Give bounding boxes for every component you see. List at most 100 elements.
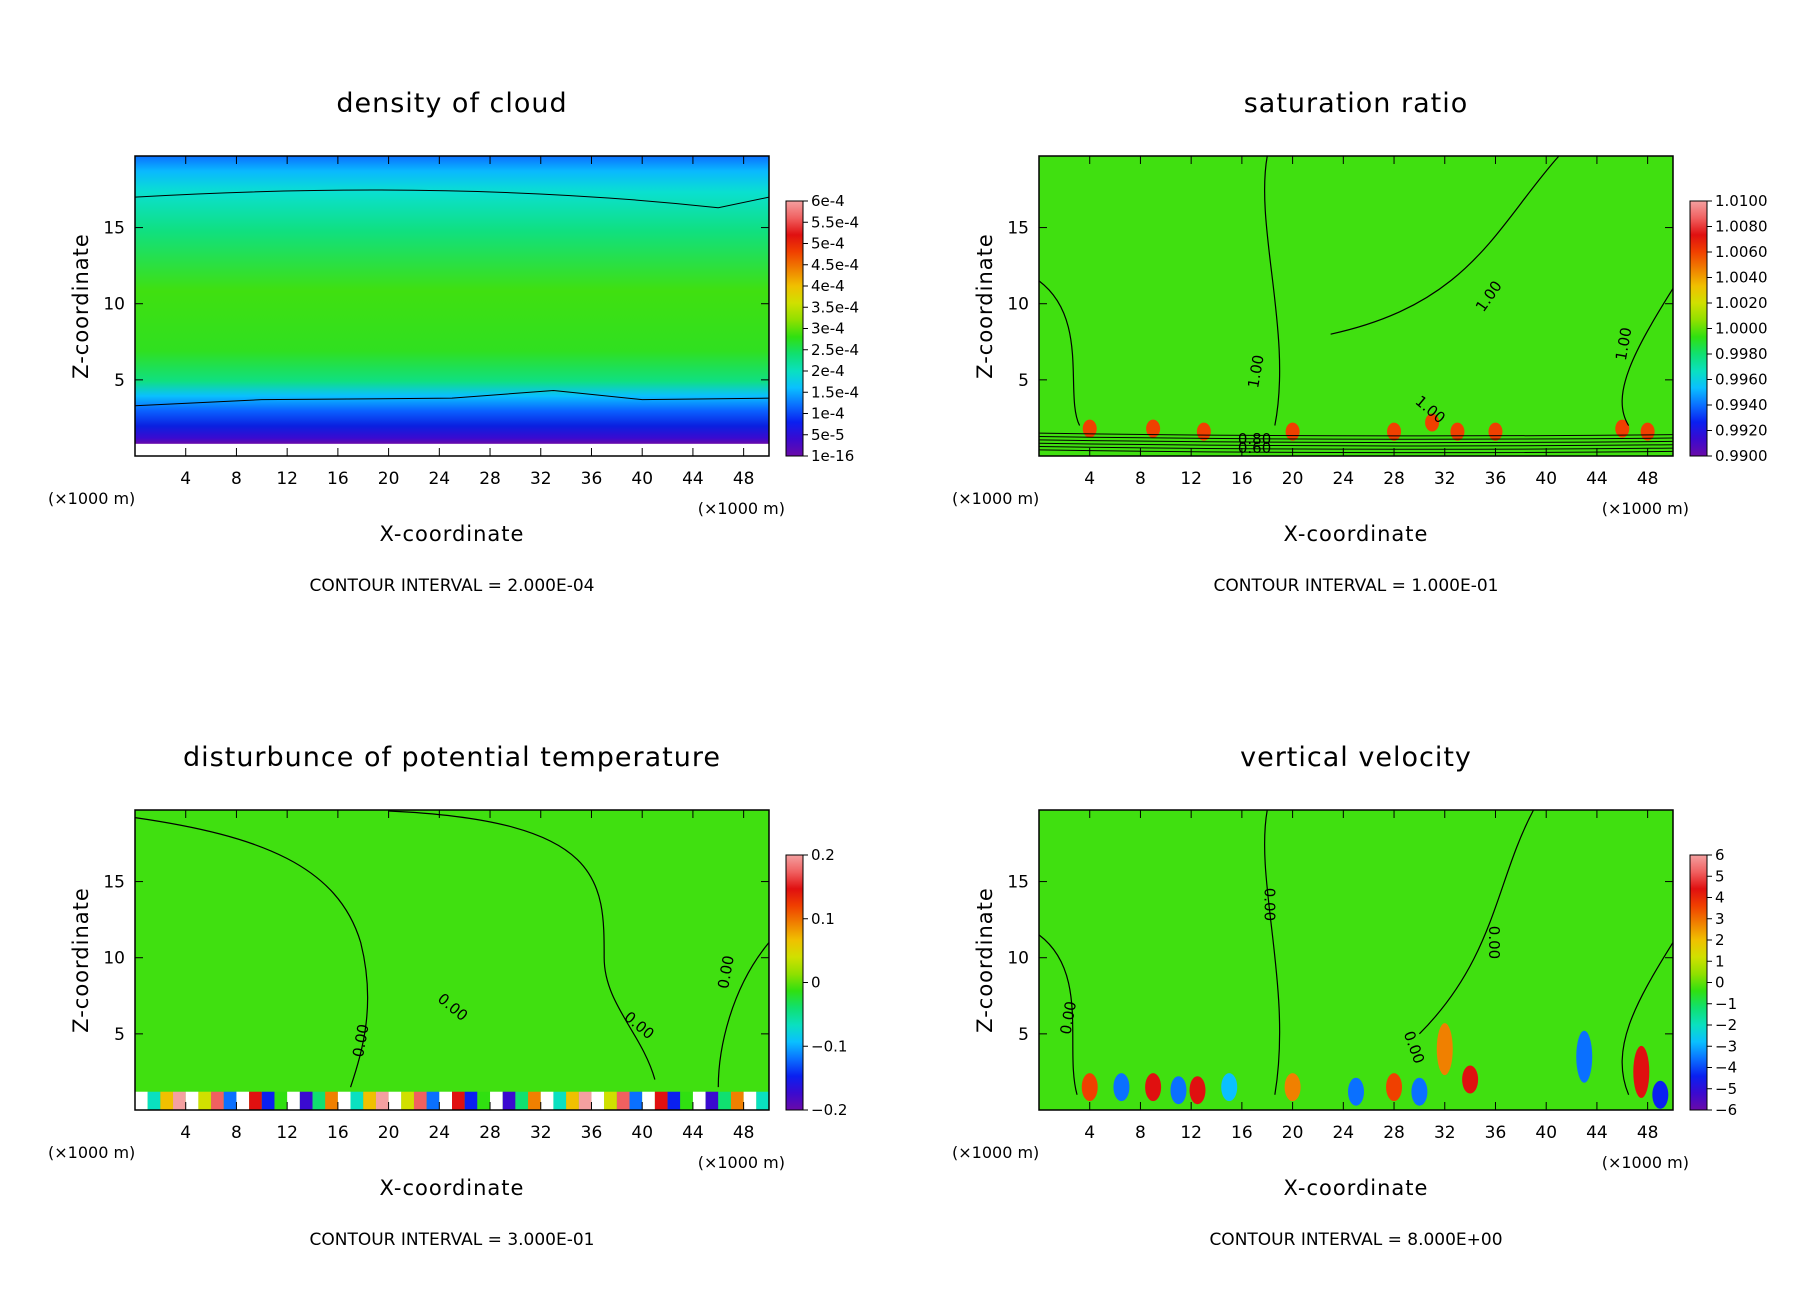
contour-interval: CONTOUR INTERVAL = 3.000E-01 (310, 1230, 595, 1250)
chart-sat: saturation ratio1.001.001.001.000.800.60… (952, 88, 1768, 596)
band-cell (299, 1091, 313, 1110)
contour-label: 0.80 (1238, 430, 1271, 448)
x-tick-label: 44 (1586, 1123, 1608, 1143)
band-cell (173, 1091, 186, 1110)
velocity-cell (1436, 1023, 1453, 1076)
band-cell (604, 1091, 617, 1110)
x-unit-right: (×1000 m) (698, 1153, 785, 1172)
colorbar-label: −4 (1715, 1059, 1737, 1077)
band-cell (452, 1091, 465, 1110)
x-tick-label: 48 (733, 1123, 755, 1143)
x-tick-label: 28 (479, 1123, 501, 1143)
colorbar (1689, 200, 1708, 457)
band-cell (553, 1091, 567, 1110)
colorbar (785, 854, 804, 1111)
colorbar-label: 0.9940 (1715, 396, 1768, 414)
band-cell (312, 1091, 326, 1110)
colorbar-label: 5e-4 (811, 235, 845, 253)
band-cell (528, 1091, 541, 1110)
band-cell (502, 1091, 516, 1110)
colorbar-label: −0.1 (811, 1037, 847, 1055)
hotspot (1488, 422, 1503, 441)
band-cell (578, 1091, 592, 1110)
x-tick-label: 28 (1383, 1123, 1405, 1143)
colorbar-label: 0.9900 (1715, 447, 1768, 465)
hotspot (1450, 422, 1465, 441)
colorbar-label: −5 (1715, 1080, 1737, 1098)
x-tick-label: 12 (1180, 469, 1202, 489)
panel-vertical-velocity: vertical velocity 0.00 0.00 0.00 0.00 4 8 12 16 2… (904, 654, 1808, 1308)
band-cell (680, 1091, 693, 1110)
x-tick-label: 16 (327, 469, 349, 489)
velocity-cell (1462, 1065, 1479, 1094)
colorbar-label: 1 (1715, 952, 1725, 970)
contour-line (1418, 809, 1535, 1035)
field-sat (1039, 156, 1673, 456)
x-tick-label: 40 (1535, 1123, 1557, 1143)
band-cell (413, 1091, 427, 1110)
colorbar-label: 2e-4 (811, 362, 845, 380)
colorbar-label: 1.5e-4 (811, 383, 859, 401)
contour-line (1038, 432, 1674, 437)
band-cell (287, 1091, 300, 1110)
x-tick-label: 32 (1434, 1123, 1456, 1143)
colorbar-label: 6e-4 (811, 192, 845, 210)
band-cell (249, 1091, 262, 1110)
y-tick-label: 15 (103, 873, 125, 893)
x-tick-label: 16 (1231, 1123, 1253, 1143)
chart-title: density of cloud (336, 88, 567, 119)
x-tick-label: 32 (530, 469, 552, 489)
y-tick-label: 10 (103, 295, 125, 315)
colorbar-label: 0.9980 (1715, 345, 1768, 363)
plot-area: 0.000.000.000.00 (134, 810, 770, 1110)
plot-frame (1038, 809, 1674, 1111)
x-tick-label: 28 (1383, 469, 1405, 489)
band-cell (540, 1091, 554, 1110)
velocity-cell (1386, 1073, 1403, 1102)
y-tick-label: 15 (103, 219, 125, 239)
x-tick-label: 48 (1637, 1123, 1659, 1143)
x-tick-label: 16 (1231, 469, 1253, 489)
hotspot (1425, 413, 1440, 432)
band-cell (616, 1091, 630, 1110)
velocity-cell (1411, 1077, 1428, 1106)
hotspot (1615, 419, 1630, 438)
colorbar-label: 5.5e-4 (811, 213, 859, 231)
y-axis-label: Z-coordinate (973, 887, 997, 1033)
colorbar-label: −1 (1715, 995, 1737, 1013)
band-cell (211, 1091, 224, 1110)
band-cell (426, 1091, 440, 1110)
velocity-cell (1170, 1076, 1187, 1105)
band-cell (325, 1091, 338, 1110)
velocity-cell (1576, 1030, 1593, 1083)
y-tick-label: 5 (114, 1025, 125, 1045)
hotspot (1196, 422, 1211, 441)
colorbar-label: 0.9920 (1715, 422, 1768, 440)
contour-line (1264, 809, 1281, 1095)
band-cell (337, 1091, 351, 1110)
plot-frame (134, 155, 770, 457)
x-tick-label: 40 (1535, 469, 1557, 489)
x-tick-label: 20 (1282, 469, 1304, 489)
band-cell (642, 1091, 655, 1110)
chart-title: disturbunce of potential temperature (183, 742, 721, 773)
contour-line (1038, 436, 1674, 440)
hotspot (1285, 422, 1300, 441)
velocity-cell (1081, 1073, 1098, 1102)
field-w (1039, 810, 1673, 1110)
colorbar (785, 200, 804, 457)
y-tick-label: 10 (1007, 295, 1029, 315)
band-cell (223, 1091, 237, 1110)
x-tick-label: 20 (1282, 1123, 1304, 1143)
x-tick-label: 36 (581, 469, 603, 489)
colorbar-label: 1.0100 (1715, 192, 1768, 210)
band-cell (439, 1091, 452, 1110)
y-tick-label: 10 (1007, 949, 1029, 969)
band-cell (274, 1091, 288, 1110)
contour-label: 1.00 (1612, 326, 1636, 362)
hotspot (1146, 419, 1161, 438)
x-tick-label: 48 (733, 469, 755, 489)
band-cell (718, 1091, 731, 1110)
x-tick-label: 4 (180, 469, 191, 489)
band-cell (629, 1091, 643, 1110)
